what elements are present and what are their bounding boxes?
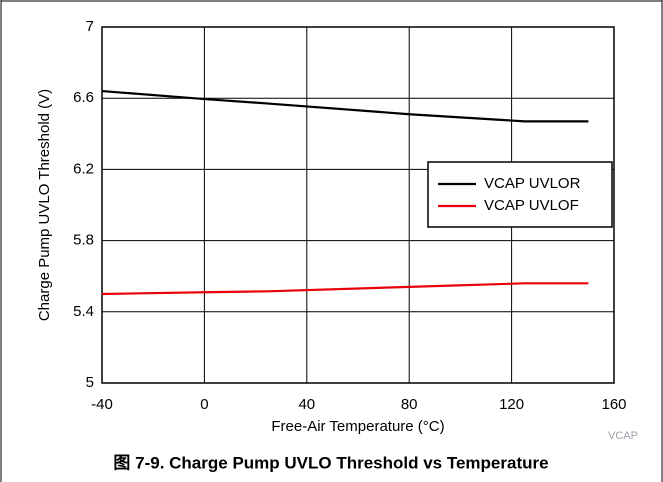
x-axis-label: Free-Air Temperature (°C) bbox=[271, 418, 444, 435]
y-axis-label: Charge Pump UVLO Threshold (V) bbox=[36, 89, 53, 321]
chart-title: 图 7-9. Charge Pump UVLO Threshold vs Tem… bbox=[113, 453, 548, 472]
y-tick-label: 7 bbox=[86, 18, 94, 35]
series-line bbox=[101, 282, 589, 296]
legend-box bbox=[427, 161, 613, 228]
x-tick-label: 120 bbox=[499, 396, 524, 413]
y-tick-label: 5.8 bbox=[73, 232, 94, 249]
x-tick-label: 40 bbox=[298, 396, 315, 413]
x-tick-label: 0 bbox=[200, 396, 208, 413]
x-tick-label: 160 bbox=[601, 396, 626, 413]
y-tick-label: 5.4 bbox=[73, 303, 94, 320]
series-line bbox=[101, 89, 589, 123]
annotation: VCAP bbox=[608, 430, 638, 442]
y-tick-label: 6.6 bbox=[73, 89, 94, 106]
x-tick-label: -40 bbox=[91, 396, 113, 413]
y-tick-label: 6.2 bbox=[73, 160, 94, 177]
plot-border bbox=[101, 26, 615, 384]
legend-label: VCAP UVLOF bbox=[484, 197, 579, 214]
x-tick-label: 80 bbox=[401, 396, 418, 413]
y-tick-label: 5 bbox=[86, 374, 94, 391]
legend-label: VCAP UVLOR bbox=[484, 175, 581, 192]
